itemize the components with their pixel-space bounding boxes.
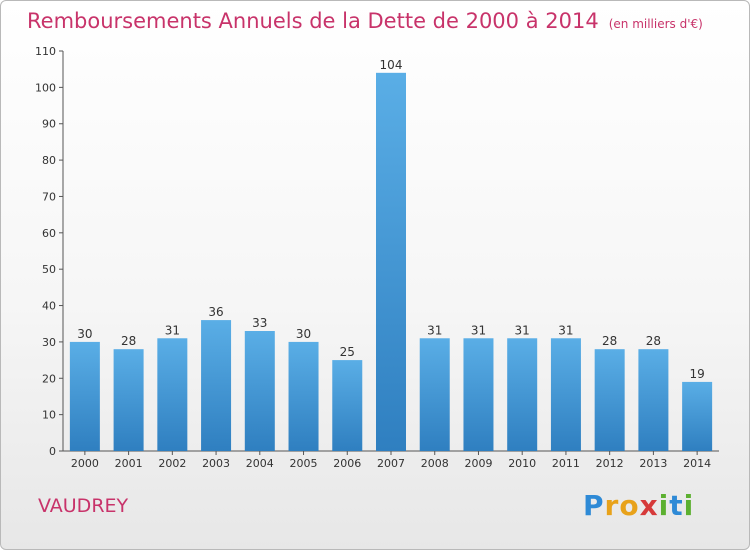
bar-2013 (638, 349, 669, 451)
bar-2009 (463, 338, 494, 451)
y-tick-label: 20 (42, 372, 56, 385)
x-tick-label-2010: 2010 (508, 457, 536, 470)
value-label-2013: 28 (646, 334, 661, 348)
x-tick-label-2011: 2011 (552, 457, 580, 470)
logo-letter: o (619, 489, 640, 522)
bar-2006 (332, 360, 363, 451)
y-tick-label: 80 (42, 154, 56, 167)
value-label-2008: 31 (427, 323, 442, 337)
x-tick-label-2001: 2001 (115, 457, 143, 470)
y-tick-label: 10 (42, 409, 56, 422)
chart-title: Remboursements Annuels de la Dette de 20… (27, 9, 703, 33)
x-tick-label-2002: 2002 (158, 457, 186, 470)
y-tick-label: 50 (42, 263, 56, 276)
bar-2008 (419, 338, 450, 451)
y-tick-label: 30 (42, 336, 56, 349)
bar-2014 (682, 381, 713, 451)
chart-unit-label: (en milliers d'€) (608, 17, 703, 31)
logo-letter: x (639, 489, 659, 522)
bar-2010 (507, 338, 538, 451)
y-tick-label: 70 (42, 190, 56, 203)
value-label-2002: 31 (165, 323, 180, 337)
x-tick-label-2004: 2004 (246, 457, 274, 470)
logo-letter: t (669, 489, 684, 522)
x-tick-label-2003: 2003 (202, 457, 230, 470)
bar-2011 (550, 338, 581, 451)
bar-2005 (288, 341, 319, 451)
value-label-2006: 25 (340, 345, 355, 359)
value-label-2004: 33 (252, 316, 267, 330)
proxiti-logo[interactable]: Proxiti (583, 489, 694, 522)
value-label-2009: 31 (471, 323, 486, 337)
y-tick-label: 60 (42, 227, 56, 240)
value-label-2001: 28 (121, 334, 136, 348)
bar-2000 (69, 341, 100, 451)
bar-2012 (594, 349, 625, 451)
bar-2004 (244, 331, 275, 451)
x-tick-label-2009: 2009 (464, 457, 492, 470)
x-tick-label-2012: 2012 (596, 457, 624, 470)
logo-letter: P (583, 489, 605, 522)
logo-letter: r (604, 489, 620, 522)
bar-2007 (376, 72, 406, 452)
value-label-2010: 31 (515, 323, 530, 337)
bar-2003 (201, 320, 232, 451)
chart-title-text: Remboursements Annuels de la Dette de 20… (27, 9, 599, 33)
y-tick-label: 0 (49, 445, 56, 458)
value-label-2011: 31 (558, 323, 573, 337)
x-tick-label-2000: 2000 (71, 457, 99, 470)
x-tick-label-2013: 2013 (639, 457, 667, 470)
location-name: VAUDREY (38, 495, 129, 517)
y-tick-label: 90 (42, 118, 56, 131)
x-tick-label-2014: 2014 (683, 457, 711, 470)
value-label-2003: 36 (208, 305, 223, 319)
x-tick-label-2007: 2007 (377, 457, 405, 470)
x-tick-label-2008: 2008 (421, 457, 449, 470)
logo-letter: i (658, 489, 670, 522)
value-label-2014: 19 (689, 367, 704, 381)
bar-2002 (157, 338, 188, 451)
value-label-2012: 28 (602, 334, 617, 348)
x-tick-label-2006: 2006 (333, 457, 361, 470)
y-tick-label: 40 (42, 300, 56, 313)
value-label-2005: 30 (296, 327, 311, 341)
x-tick-label-2005: 2005 (290, 457, 318, 470)
value-label-2000: 30 (77, 327, 92, 341)
bar-2001 (113, 349, 144, 451)
y-tick-label: 110 (35, 45, 56, 58)
y-tick-label: 100 (35, 81, 56, 94)
logo-letter: i (683, 489, 695, 522)
value-label-2007: 104 (380, 58, 403, 72)
